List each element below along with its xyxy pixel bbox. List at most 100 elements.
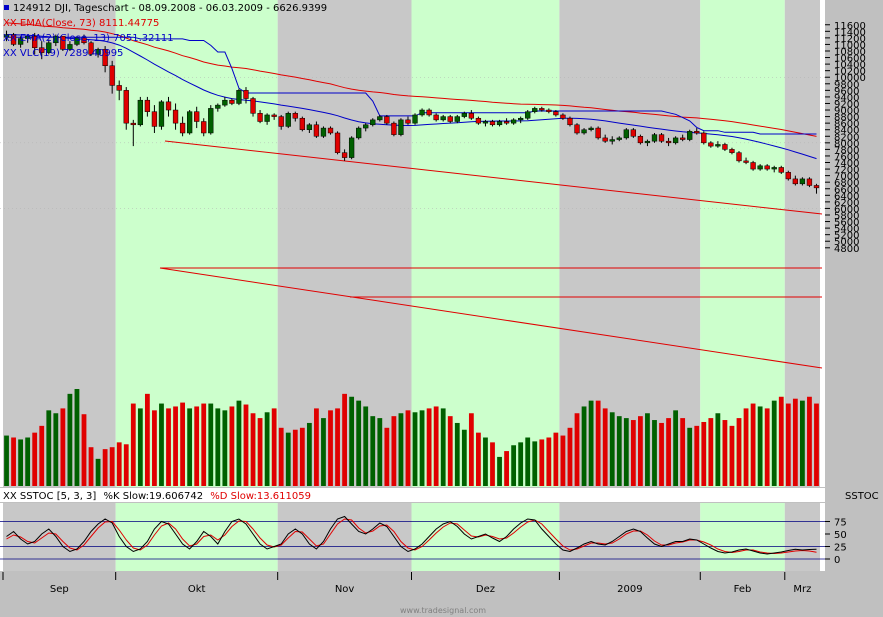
volume-bar (743, 408, 749, 486)
volume-bar (616, 416, 622, 486)
volume-bar (278, 427, 284, 486)
stoch-bands (3, 503, 820, 571)
volume-bar (461, 429, 467, 486)
volume-bar (609, 412, 615, 486)
month-band (411, 503, 560, 571)
volume-bar (807, 396, 812, 486)
candle-body (405, 119, 411, 124)
candle-body (53, 35, 59, 44)
candle-body (496, 121, 503, 126)
candle-body (644, 140, 651, 144)
candle-body (271, 114, 277, 117)
candle-body (510, 119, 517, 124)
candle-body (60, 35, 66, 50)
month-band (277, 503, 412, 571)
volume-bar (405, 410, 411, 486)
volume-bar (666, 418, 671, 486)
candle-body (285, 113, 291, 127)
time-tick-label: Okt (188, 584, 206, 595)
candle-body (229, 99, 235, 104)
candle-body (412, 114, 418, 124)
price-tick-label: 11400 (834, 27, 866, 38)
volume-bar (771, 400, 777, 486)
candle-body (729, 149, 735, 153)
candle-body (757, 165, 763, 170)
volume-bar (483, 437, 488, 486)
volume-bar (74, 389, 80, 486)
candle-body (475, 117, 482, 124)
volume-bar (518, 442, 524, 486)
volume-bar (215, 408, 221, 486)
volume-bar (511, 445, 517, 486)
volume-bar (349, 396, 355, 486)
volume-bar (264, 412, 270, 486)
volume-bar (701, 421, 707, 486)
candle-body (623, 129, 629, 139)
price-tick-label: 5000 (834, 237, 859, 248)
price-tick-label: 6200 (834, 198, 859, 209)
candle-body (482, 121, 489, 124)
ema13-line (6, 34, 817, 160)
candle-body (588, 127, 594, 130)
candle-body (433, 114, 439, 121)
candle-body (743, 160, 749, 163)
candle-body (518, 117, 524, 121)
volume-bar (137, 408, 143, 486)
candle-body (236, 90, 242, 104)
candle-body (377, 116, 383, 121)
price-tick-label: 10400 (834, 60, 866, 71)
candle-body (102, 49, 108, 66)
volume-bar (88, 447, 94, 486)
price-tick-label: 6400 (834, 191, 859, 202)
time-tick-label: Dez (476, 584, 495, 595)
candle-body (348, 137, 355, 158)
candle-body (672, 137, 679, 144)
volume-bar (433, 406, 439, 486)
price-tick-label: 9200 (834, 99, 859, 110)
price-tick-label: 7400 (834, 159, 859, 170)
trendlines (159, 140, 823, 369)
volume-bar (588, 400, 594, 486)
candle-body (630, 129, 637, 137)
candle-body (813, 185, 820, 189)
volume-bar (11, 437, 16, 486)
candle-body (722, 144, 728, 150)
price-tick-label: 8000 (834, 139, 859, 150)
candle-body (708, 142, 714, 147)
volume-bar (398, 413, 404, 486)
month-band (411, 0, 560, 487)
candle-body (715, 144, 721, 147)
candle-body (447, 116, 453, 122)
volume-bar (39, 425, 45, 486)
volume-bar (194, 406, 200, 486)
candle-body (426, 109, 432, 116)
month-band (559, 503, 701, 571)
candle-body (560, 114, 566, 119)
volume-bar (729, 425, 735, 486)
vlc-line (6, 36, 817, 135)
price-tick-label: 11200 (834, 34, 866, 45)
candle-body (179, 122, 186, 134)
month-band (700, 503, 785, 571)
volume-bar (546, 437, 552, 486)
volume-bar (553, 432, 559, 486)
volume-bar (736, 418, 742, 486)
stoch-tick-label: 25 (834, 543, 847, 554)
candle-body (222, 99, 228, 106)
volume-bar (314, 408, 319, 486)
candle-body (454, 116, 460, 122)
candle-body (546, 109, 552, 112)
candle-body (278, 116, 284, 127)
volume-bar (652, 420, 657, 486)
indicator-lines (6, 22, 817, 160)
price-tick-label: 5600 (834, 218, 859, 229)
candle-body (440, 116, 446, 121)
price-panel: 124912 DJI, Tageschart - 08.09.2008 - 06… (0, 0, 825, 487)
candle-body (67, 44, 73, 50)
candle-body (250, 98, 256, 114)
price-axis: 4800500052005400560058006000620064006600… (825, 0, 883, 487)
candle-body (165, 101, 172, 111)
volume-bar (426, 408, 432, 486)
candle-body (158, 101, 165, 127)
stoch-header-bg (0, 488, 825, 502)
